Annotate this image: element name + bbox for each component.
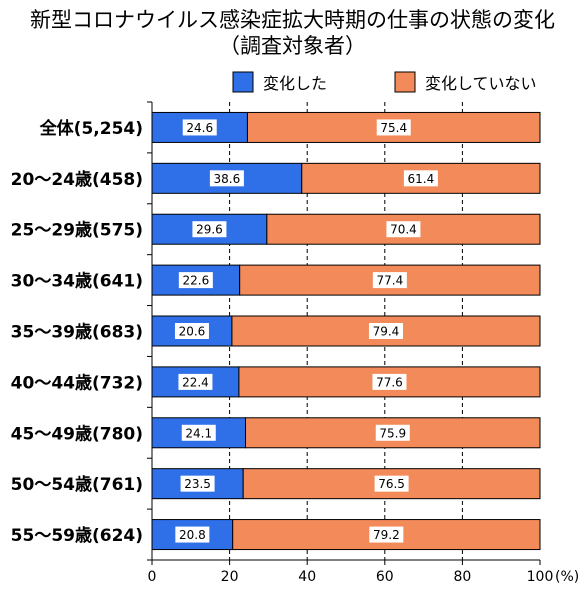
data-label-bg bbox=[209, 170, 244, 187]
legend: 変化した 変化していない bbox=[232, 71, 537, 93]
data-label: 20.8 bbox=[179, 528, 206, 542]
x-tick-label: 100 bbox=[527, 569, 554, 585]
chart-title: 新型コロナウイルス感染症拡大時期の仕事の状態の変化 bbox=[30, 8, 555, 32]
legend-label: 変化していない bbox=[425, 74, 537, 93]
data-label: 22.4 bbox=[182, 375, 209, 389]
data-label: 29.6 bbox=[196, 223, 223, 237]
data-label-bg bbox=[403, 170, 438, 187]
category-label: 50～54歳(761) bbox=[11, 474, 143, 495]
x-axis-unit: (%) bbox=[555, 569, 579, 585]
data-label-bg bbox=[182, 119, 217, 136]
category-label: 45～49歳(780) bbox=[11, 423, 143, 444]
data-label-bg bbox=[368, 323, 403, 339]
data-label: 70.4 bbox=[390, 223, 417, 237]
x-tick-label: 80 bbox=[453, 569, 471, 585]
chart-subtitle: （調査対象者） bbox=[219, 34, 366, 58]
data-label: 20.6 bbox=[179, 325, 206, 339]
data-label-bg bbox=[376, 119, 411, 136]
category-label: 40～44歳(732) bbox=[11, 372, 143, 393]
data-label-bg bbox=[386, 221, 421, 238]
data-label-bg bbox=[375, 424, 410, 441]
data-label-bg bbox=[372, 272, 407, 289]
data-label: 76.5 bbox=[378, 477, 405, 491]
data-label-bg bbox=[174, 323, 209, 339]
category-label: 25～29歳(575) bbox=[11, 220, 143, 241]
x-tick-label: 20 bbox=[221, 569, 239, 585]
bars: 24.6 75.4 38.6 61.4 29.6 70.4 22.6 77.4 20.6 79.4… bbox=[151, 111, 541, 551]
data-label-bg bbox=[372, 373, 407, 390]
x-tick-label: 40 bbox=[298, 569, 316, 585]
data-label: 23.5 bbox=[184, 477, 211, 491]
data-label: 77.6 bbox=[376, 375, 403, 389]
data-label: 24.1 bbox=[185, 426, 212, 440]
data-label: 61.4 bbox=[408, 172, 435, 186]
category-label: 全体(5,254) bbox=[39, 118, 143, 139]
data-label-bg bbox=[178, 272, 213, 289]
data-label-bg bbox=[181, 424, 216, 441]
category-label: 35～39歳(683) bbox=[11, 322, 143, 343]
x-tick-label: 60 bbox=[376, 569, 394, 585]
data-label: 77.4 bbox=[376, 274, 403, 288]
data-label-bg bbox=[374, 475, 409, 492]
legend-swatch bbox=[232, 71, 254, 93]
axes: 全体(5,254) 20～24歳(458) 25～29歳(575) 30～34歳(64… bbox=[11, 101, 579, 585]
legend-swatch bbox=[394, 71, 416, 93]
category-label: 55～59歳(624) bbox=[11, 525, 143, 546]
data-label: 22.6 bbox=[182, 274, 209, 288]
data-label: 79.2 bbox=[373, 528, 400, 542]
data-label-bg bbox=[369, 526, 404, 543]
data-label-bg bbox=[180, 475, 215, 492]
category-label: 20～24歳(458) bbox=[11, 169, 143, 190]
legend-label: 変化した bbox=[263, 74, 327, 93]
category-label: 30～34歳(641) bbox=[11, 271, 143, 292]
data-label: 79.4 bbox=[373, 325, 400, 339]
data-label-bg bbox=[192, 221, 227, 238]
data-label: 38.6 bbox=[214, 172, 241, 186]
data-label: 75.4 bbox=[380, 121, 407, 135]
data-label-bg bbox=[175, 526, 210, 543]
data-label-bg bbox=[178, 373, 213, 390]
data-label: 75.9 bbox=[379, 426, 406, 440]
x-tick-label: 0 bbox=[148, 569, 157, 585]
data-label: 24.6 bbox=[186, 121, 213, 135]
